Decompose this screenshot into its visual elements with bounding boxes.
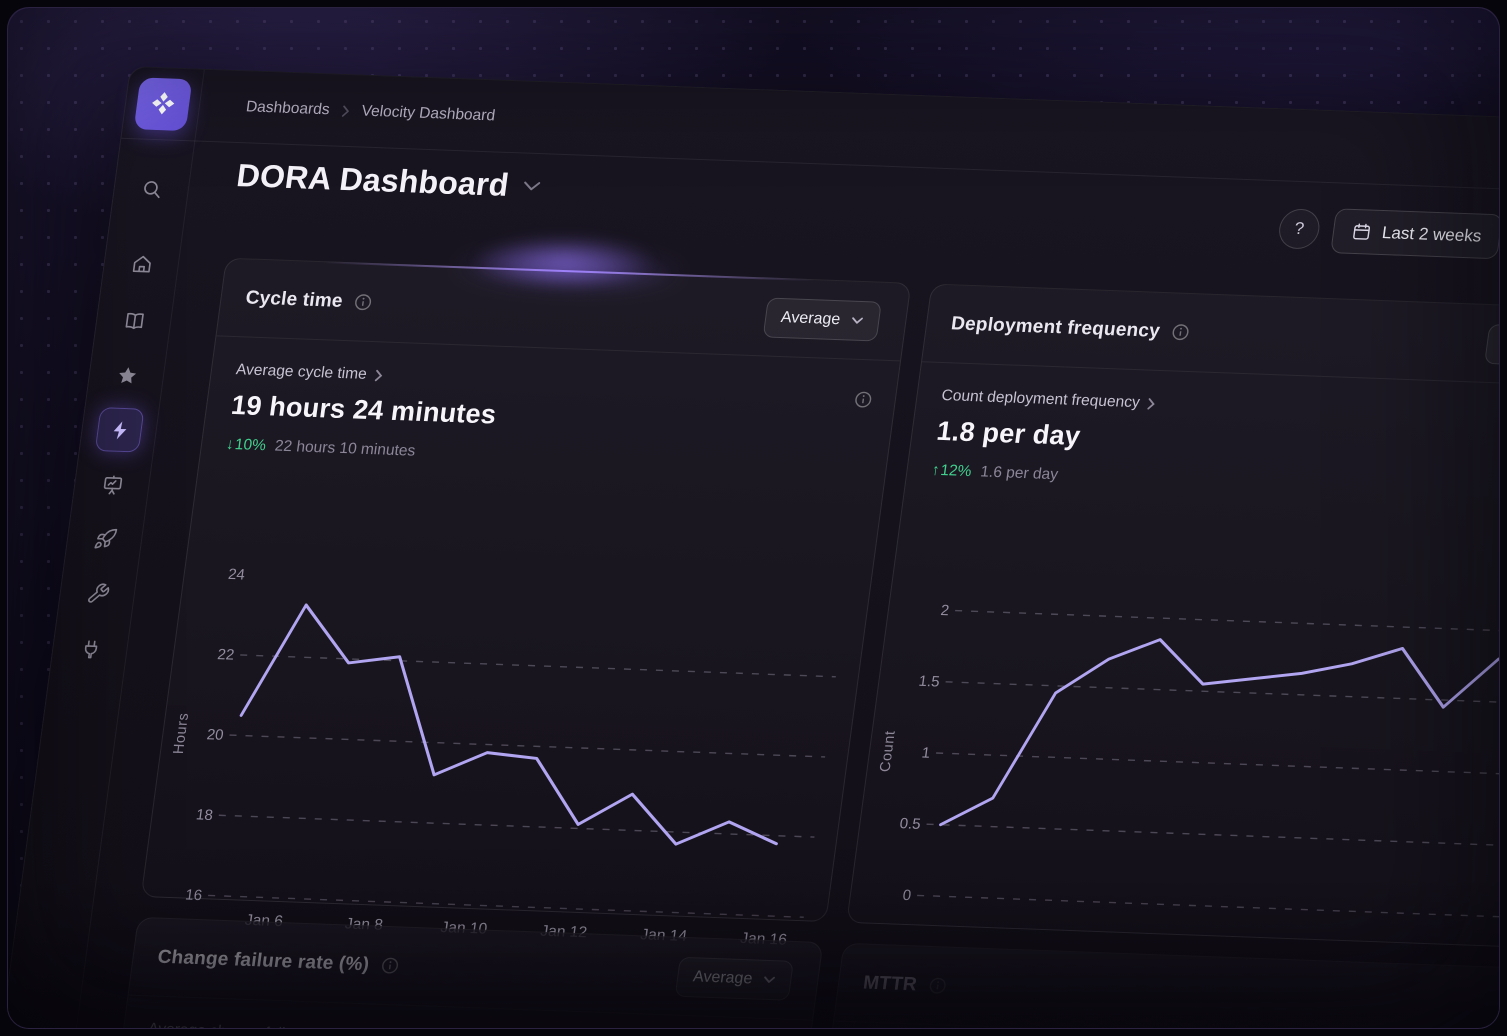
chevron-down-icon — [763, 975, 776, 983]
info-icon[interactable] — [1170, 322, 1192, 342]
metric-link[interactable]: Count deployment frequency — [940, 387, 1156, 413]
svg-text:20: 20 — [206, 726, 225, 744]
svg-text:1: 1 — [921, 745, 932, 762]
cycle-time-chart: 1618202224Jan 6Jan 8Jan 10Jan 12Jan 14Ja… — [171, 566, 836, 949]
search-icon[interactable] — [127, 166, 177, 211]
app-logo[interactable] — [133, 77, 193, 132]
star-icon[interactable] — [102, 352, 152, 397]
metric-link-label: Average cycle time — [234, 361, 368, 383]
delta-baseline: 22 hours 10 minutes — [273, 437, 417, 460]
svg-text:1.5: 1.5 — [918, 673, 941, 691]
wrench-icon[interactable] — [73, 570, 123, 615]
svg-text:Hours: Hours — [171, 712, 192, 754]
mttr-card: MTTR — [782, 942, 1499, 1028]
metric-link[interactable]: Average cycle time — [235, 361, 384, 384]
home-icon[interactable] — [117, 241, 167, 286]
date-range-button[interactable]: Last 2 weeks — [1330, 208, 1499, 260]
card-header: Cycle time Average — [216, 258, 911, 362]
svg-text:0: 0 — [902, 887, 913, 904]
delta-indicator: ↓ 10% 22 hours 10 minutes — [225, 435, 417, 460]
sidebar — [8, 67, 205, 1028]
card-title: MTTR — [861, 972, 919, 995]
card-header: Deployment frequency Count — [921, 284, 1499, 388]
svg-text:24: 24 — [227, 566, 246, 584]
svg-text:16: 16 — [184, 887, 203, 905]
card-body: Average cycle time 19 hours 24 minutes ↓… — [142, 336, 900, 949]
date-range-label: Last 2 weeks — [1380, 222, 1483, 246]
metric-link-label: Count deployment frequency — [940, 386, 1141, 412]
card-title: Change failure rate (%) — [156, 946, 371, 975]
calendar-icon — [1351, 222, 1373, 242]
info-icon[interactable] — [352, 292, 374, 312]
aggregation-label: Average — [779, 308, 842, 328]
help-button[interactable]: ? — [1276, 208, 1322, 250]
delta-baseline: 1.6 per day — [979, 463, 1060, 484]
rocket-icon[interactable] — [80, 516, 130, 561]
deployment-frequency-card: Deployment frequency Count Count deploym… — [846, 283, 1499, 948]
app-window: Dashboards Velocity Dashboard — [8, 66, 1499, 1028]
top-bar: Dashboards Velocity Dashboard — [121, 67, 1499, 199]
metric-link-label: Average change failure rate — [147, 1020, 339, 1028]
svg-text:22: 22 — [216, 646, 235, 664]
metric-value: 1.8 per day — [934, 415, 1083, 452]
delta-indicator: ↑ 12% 1.6 per day — [930, 461, 1060, 484]
page-title-row: DORA Dashboard — [234, 157, 543, 205]
metric-link[interactable]: Average change failure rate — [147, 1020, 355, 1028]
aggregation-select[interactable]: Average — [674, 956, 794, 1001]
aggregation-select[interactable]: Count — [1484, 323, 1499, 367]
svg-text:2: 2 — [940, 602, 951, 619]
device-frame: Dashboards Velocity Dashboard — [7, 7, 1500, 1029]
breadcrumb-dashboards[interactable]: Dashboards — [244, 98, 331, 119]
card-title: Cycle time — [244, 286, 345, 312]
lightning-icon[interactable] — [94, 407, 145, 453]
svg-text:Count: Count — [877, 730, 898, 772]
breadcrumb: Dashboards Velocity Dashboard — [241, 71, 500, 152]
chevron-right-icon — [341, 104, 351, 117]
svg-text:0.5: 0.5 — [899, 815, 922, 833]
aggregation-label: Average — [691, 967, 754, 987]
breadcrumb-velocity-dashboard[interactable]: Velocity Dashboard — [360, 102, 497, 125]
plug-icon[interactable] — [65, 626, 115, 671]
card-header: MTTR — [834, 943, 1499, 1028]
page-title: DORA Dashboard — [234, 157, 512, 203]
presentation-chart-icon[interactable] — [87, 462, 137, 507]
book-icon[interactable] — [109, 298, 159, 343]
aggregation-select[interactable]: Average — [762, 297, 882, 342]
info-icon[interactable] — [852, 390, 874, 410]
svg-text:18: 18 — [195, 806, 214, 824]
card-body: Count deployment frequency 1.8 per day ↑… — [847, 362, 1499, 946]
chevron-down-icon[interactable] — [522, 180, 541, 192]
chevron-down-icon — [851, 316, 864, 324]
logo-icon — [146, 87, 180, 121]
cycle-time-card: Cycle time Average Average cycle time — [140, 257, 912, 949]
card-title: Deployment frequency — [949, 312, 1162, 342]
info-icon[interactable] — [926, 976, 948, 996]
deployment-frequency-chart: 00.511.52Jan 6Jan 8Jan 10Jan 12Jan 14Jan… — [877, 602, 1499, 919]
metric-value: 19 hours 24 minutes — [229, 390, 499, 430]
info-icon[interactable] — [379, 956, 401, 976]
